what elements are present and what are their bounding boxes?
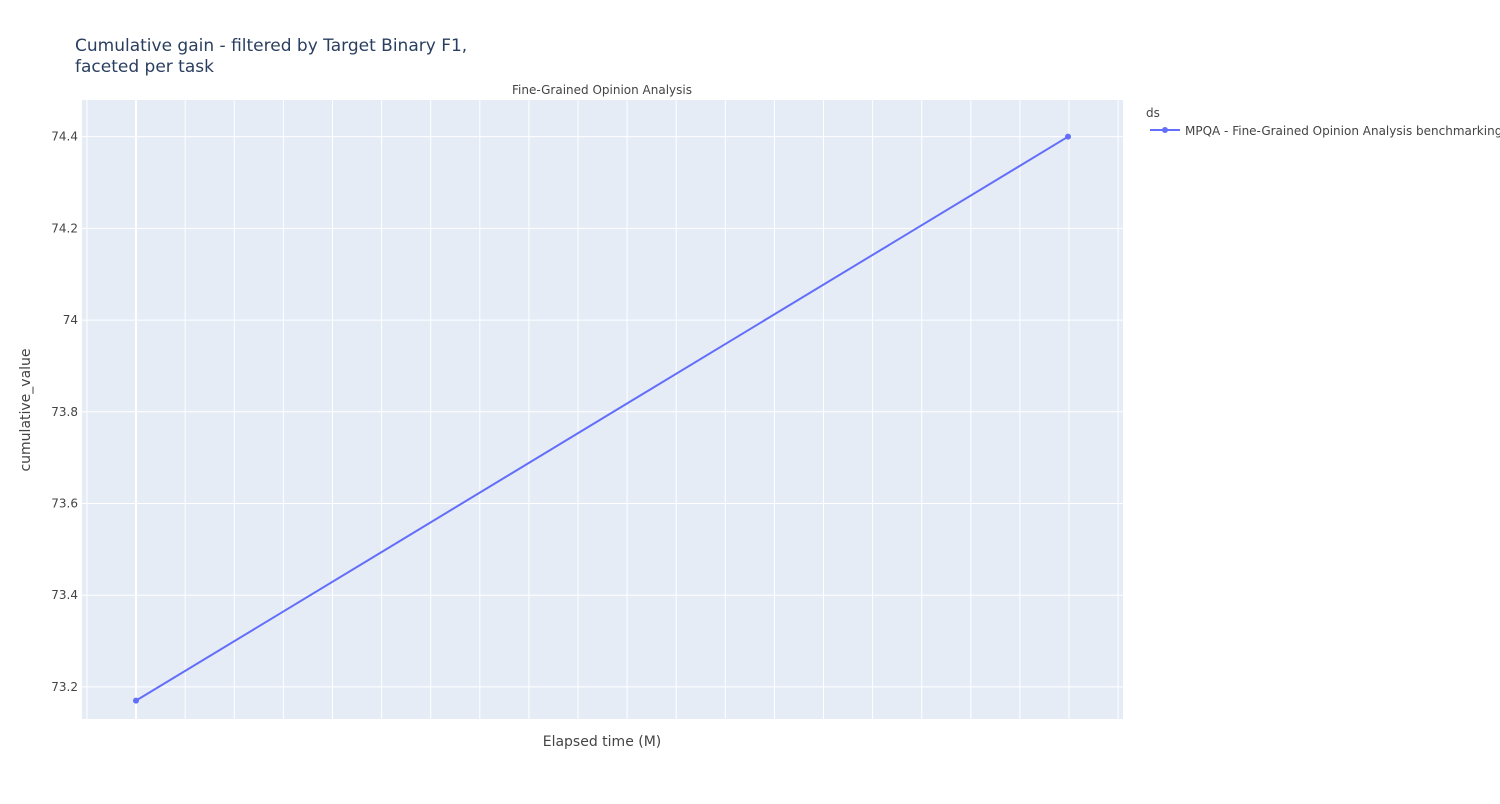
y-tick-labels: 73.2 73.4 73.6 73.8 74 74.2 74.4 [51, 130, 78, 694]
legend[interactable]: ds MPQA - Fine-Grained Opinion Analysis … [1146, 106, 1500, 138]
data-point[interactable] [1065, 133, 1071, 140]
chart-title-line-2: faceted per task [75, 57, 214, 77]
x-gridlines [86, 100, 1119, 719]
subplot-title: Fine-Grained Opinion Analysis [512, 83, 692, 97]
y-tick-label: 73.8 [51, 405, 78, 419]
y-tick-label: 73.4 [51, 588, 78, 602]
legend-item[interactable]: MPQA - Fine-Grained Opinion Analysis ben… [1150, 124, 1500, 138]
legend-marker-swatch [1162, 127, 1168, 133]
y-gridlines [82, 136, 1123, 688]
data-point[interactable] [133, 697, 139, 704]
y-tick-label: 74.4 [51, 130, 78, 144]
x-axis-label: Elapsed time (M) [543, 734, 662, 750]
y-tick-label: 73.2 [51, 680, 78, 694]
y-tick-label: 74.2 [51, 221, 78, 235]
legend-title: ds [1146, 106, 1160, 120]
y-axis-label: cumulative_value [18, 348, 34, 471]
plot-area-background [82, 100, 1123, 719]
y-tick-label: 73.6 [51, 496, 78, 510]
y-tick-label: 74 [63, 313, 78, 327]
series-layer [133, 100, 1071, 719]
chart-title-line-1: Cumulative gain - filtered by Target Bin… [75, 36, 467, 56]
series-line [135, 135, 1069, 702]
legend-item-label: MPQA - Fine-Grained Opinion Analysis ben… [1185, 124, 1500, 138]
